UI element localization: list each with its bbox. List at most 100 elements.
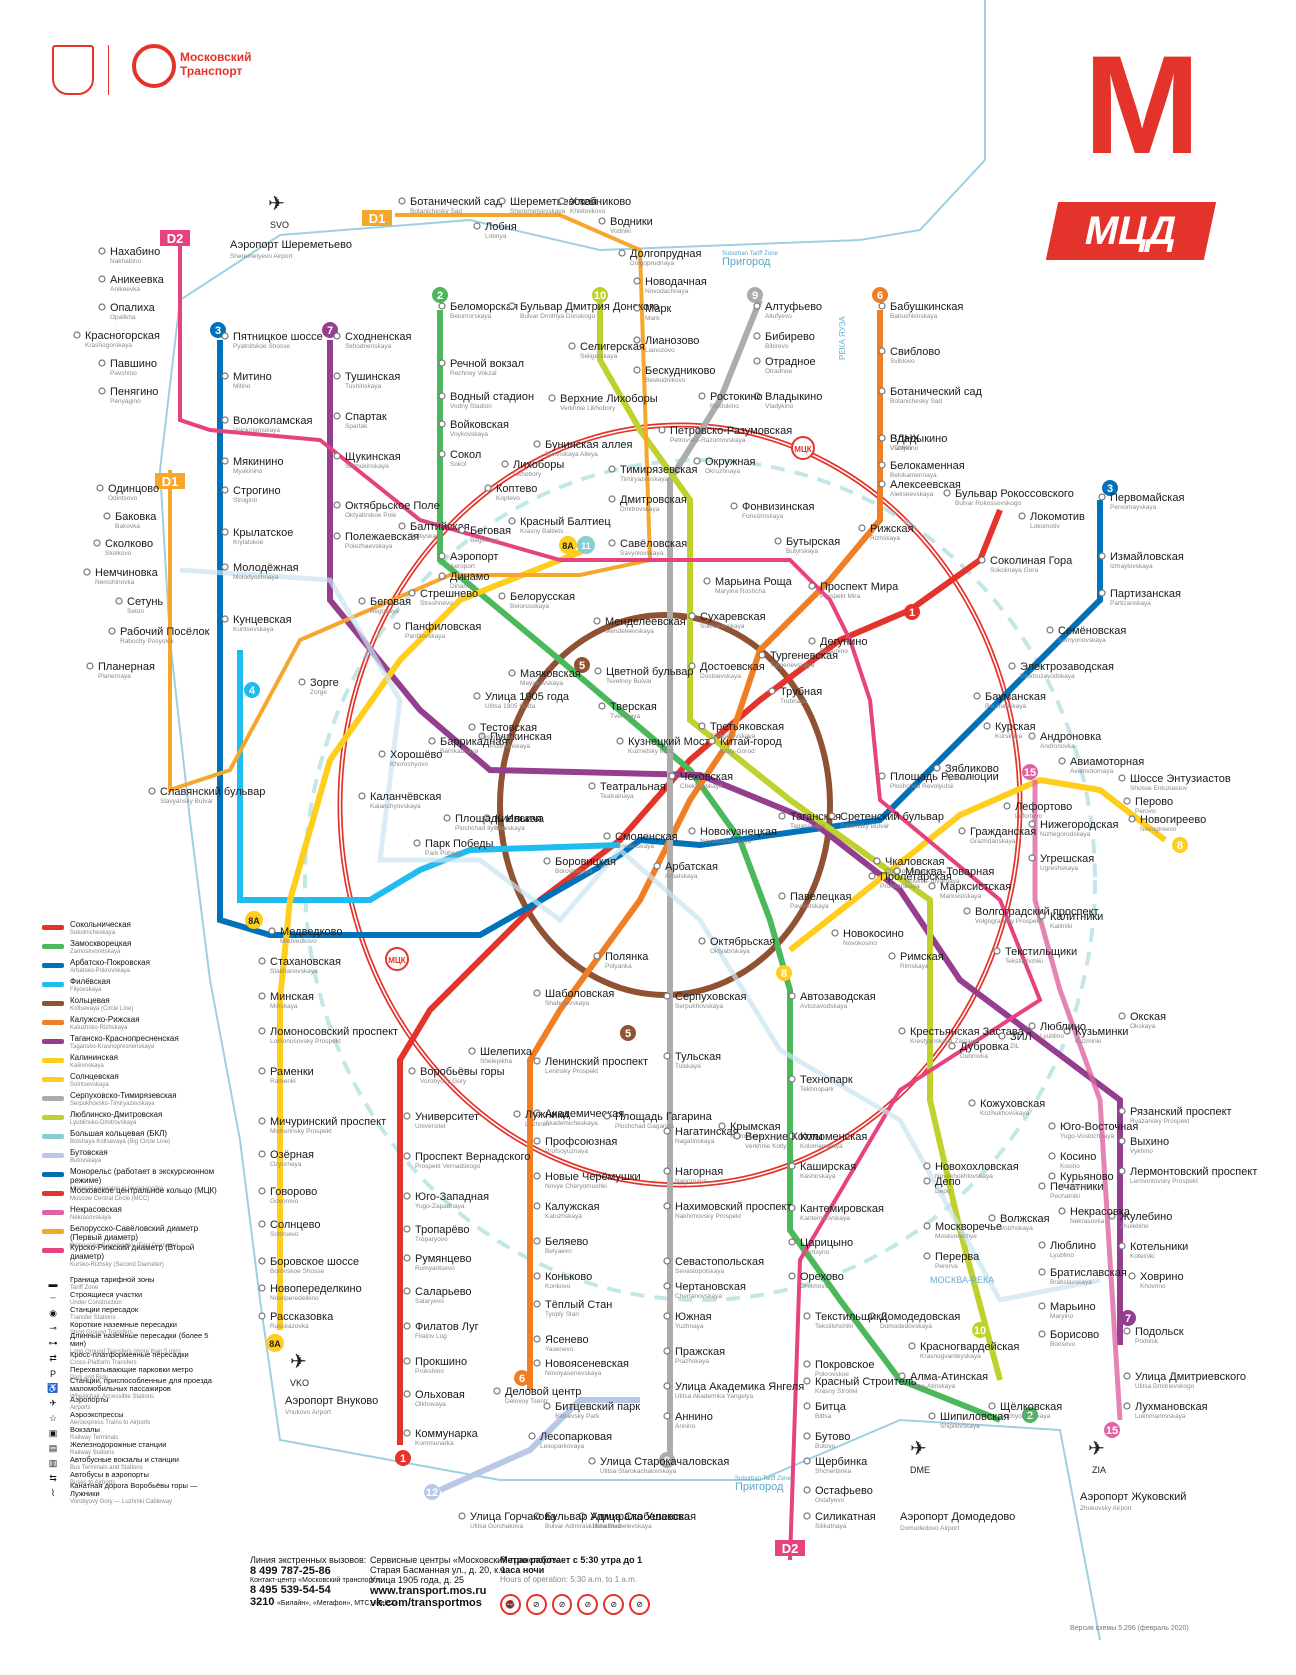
- station-dot[interactable]: [788, 1272, 796, 1280]
- station-dot[interactable]: [86, 662, 94, 670]
- station-dot[interactable]: [1028, 732, 1036, 740]
- station-dot[interactable]: [1108, 1212, 1116, 1220]
- station-dot[interactable]: [403, 1429, 411, 1437]
- station-dot[interactable]: [333, 452, 341, 460]
- station-dot[interactable]: [268, 927, 276, 935]
- station-dot[interactable]: [221, 416, 229, 424]
- station-dot[interactable]: [663, 1282, 671, 1290]
- station-dot[interactable]: [663, 1382, 671, 1390]
- station-dot[interactable]: [533, 1359, 541, 1367]
- station-dot[interactable]: [803, 1377, 811, 1385]
- station-dot[interactable]: [533, 1512, 541, 1520]
- station-dot[interactable]: [403, 1357, 411, 1365]
- station-dot[interactable]: [1003, 802, 1011, 810]
- station-dot[interactable]: [616, 737, 624, 745]
- station-dot[interactable]: [221, 563, 229, 571]
- line-9[interactable]: [667, 298, 763, 1460]
- station-dot[interactable]: [803, 1312, 811, 1320]
- station-dot[interactable]: [438, 450, 446, 458]
- station-dot[interactable]: [1018, 512, 1026, 520]
- station-dot[interactable]: [788, 1075, 796, 1083]
- station-dot[interactable]: [533, 1237, 541, 1245]
- station-dot[interactable]: [1128, 1272, 1136, 1280]
- station-dot[interactable]: [988, 1402, 996, 1410]
- station-dot[interactable]: [1028, 854, 1036, 862]
- station-dot[interactable]: [508, 302, 516, 310]
- station-dot[interactable]: [498, 592, 506, 600]
- station-dot[interactable]: [768, 687, 776, 695]
- station-dot[interactable]: [83, 568, 91, 576]
- station-dot[interactable]: [403, 1225, 411, 1233]
- station-dot[interactable]: [803, 1402, 811, 1410]
- station-dot[interactable]: [1123, 1372, 1131, 1380]
- station-dot[interactable]: [108, 627, 116, 635]
- station-dot[interactable]: [1038, 1182, 1046, 1190]
- station-dot[interactable]: [943, 489, 951, 497]
- station-dot[interactable]: [1028, 820, 1036, 828]
- station-dot[interactable]: [663, 1412, 671, 1420]
- station-dot[interactable]: [458, 1512, 466, 1520]
- station-dot[interactable]: [774, 537, 782, 545]
- station-dot[interactable]: [688, 662, 696, 670]
- station-dot[interactable]: [808, 637, 816, 645]
- vk-link[interactable]: vk.com/transportmos: [370, 1597, 482, 1609]
- station-dot[interactable]: [221, 332, 229, 340]
- station-dot[interactable]: [258, 1312, 266, 1320]
- station-dot[interactable]: [1058, 757, 1066, 765]
- station-dot[interactable]: [658, 426, 666, 434]
- station-dot[interactable]: [588, 782, 596, 790]
- station-dot[interactable]: [543, 857, 551, 865]
- station-dot[interactable]: [568, 342, 576, 350]
- station-dot[interactable]: [438, 302, 446, 310]
- station-dot[interactable]: [96, 484, 104, 492]
